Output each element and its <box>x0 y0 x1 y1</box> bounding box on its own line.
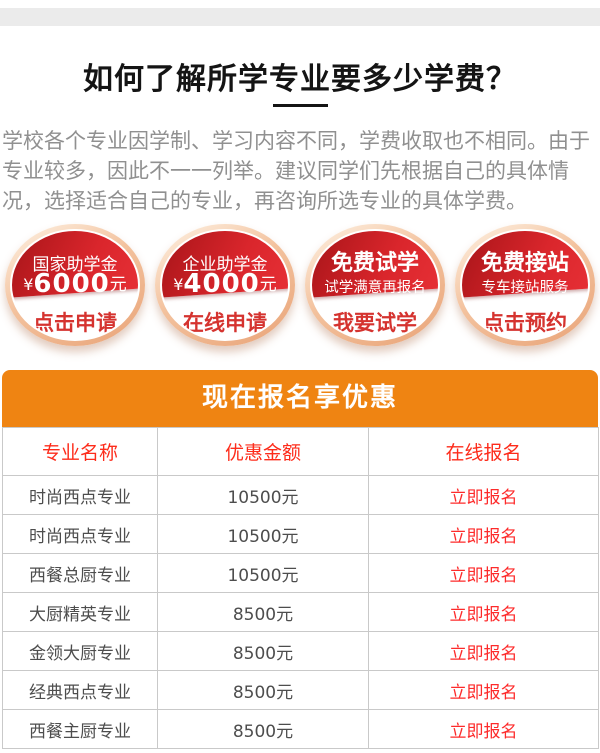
badge-subtitle: 试学满意再报名 <box>324 280 426 296</box>
badge-title: 免费接站 <box>480 251 569 276</box>
table-row: 时尚西点专业 10500元 立即报名 <box>2 475 599 515</box>
discount-cell: 8500元 <box>157 670 369 710</box>
badge-inner: 免费试学 试学满意再报名 我要试学 <box>310 229 440 341</box>
major-cell: 时尚西点专业 <box>2 475 158 515</box>
enroll-cell: 立即报名 <box>368 475 599 515</box>
reserve-link[interactable]: 点击预约 <box>483 311 567 335</box>
enroll-cell: 立即报名 <box>368 709 599 749</box>
badge-inner: 企业助学金 ¥4000元 在线申请 <box>160 229 290 341</box>
badge-amount: ¥6000元 <box>12 269 138 299</box>
title-underline <box>272 104 328 107</box>
badge-title: 国家助学金 <box>32 255 118 275</box>
major-cell: 西餐主厨专业 <box>2 709 158 749</box>
badge-subtitle: 专车接站服务 <box>481 280 569 296</box>
enroll-link[interactable]: 立即报名 <box>449 526 518 547</box>
table-row: 金领大厨专业 8500元 立即报名 <box>2 631 599 671</box>
discount-cell: 10500元 <box>157 475 369 515</box>
table-row: 西餐主厨专业 8500元 立即报名 <box>2 709 599 749</box>
enroll-cell: 立即报名 <box>368 514 599 554</box>
table-header-row: 专业名称 优惠金额 在线报名 <box>2 427 599 476</box>
discount-cell: 8500元 <box>157 709 369 749</box>
enroll-link[interactable]: 立即报名 <box>449 487 518 508</box>
amount-unit: 元 <box>109 275 127 295</box>
badge-title: 企业助学金 <box>182 255 268 275</box>
badge-title: 免费试学 <box>330 251 419 276</box>
promo-badges-row: 国家助学金 ¥6000元 点击申请 企业助学金 ¥4000元 在线申请 免费试学… <box>0 224 600 348</box>
discount-cell: 10500元 <box>157 553 369 593</box>
amount-value: 6000 <box>33 269 110 299</box>
major-cell: 西餐总厨专业 <box>2 553 158 593</box>
top-divider-bar <box>0 8 600 26</box>
enroll-link[interactable]: 立即报名 <box>449 565 518 586</box>
major-cell: 经典西点专业 <box>2 670 158 710</box>
badge-enterprise-grant[interactable]: 企业助学金 ¥4000元 在线申请 <box>155 224 295 346</box>
header-major: 专业名称 <box>2 427 158 476</box>
trial-link[interactable]: 我要试学 <box>333 311 417 335</box>
badge-inner: 免费接站 专车接站服务 点击预约 <box>460 229 590 341</box>
major-cell: 大厨精英专业 <box>2 592 158 632</box>
currency-symbol: ¥ <box>173 275 184 294</box>
header-discount: 优惠金额 <box>157 427 369 476</box>
badge-national-grant[interactable]: 国家助学金 ¥6000元 点击申请 <box>5 224 145 346</box>
amount-value: 4000 <box>183 269 260 299</box>
enroll-cell: 立即报名 <box>368 553 599 593</box>
table-row: 西餐总厨专业 10500元 立即报名 <box>2 553 599 593</box>
badge-free-pickup[interactable]: 免费接站 专车接站服务 点击预约 <box>455 224 595 346</box>
apply-online-link[interactable]: 在线申请 <box>183 311 267 335</box>
amount-unit: 元 <box>259 275 277 295</box>
table-row: 经典西点专业 8500元 立即报名 <box>2 670 599 710</box>
enroll-link[interactable]: 立即报名 <box>449 721 518 742</box>
promo-banner: 现在报名享优惠 <box>2 370 598 427</box>
table-row: 大厨精英专业 8500元 立即报名 <box>2 592 599 632</box>
discount-cell: 8500元 <box>157 631 369 671</box>
badge-inner: 国家助学金 ¥6000元 点击申请 <box>10 229 140 341</box>
page-title: 如何了解所学专业要多少学费？ <box>83 62 517 97</box>
table-row: 时尚西点专业 10500元 立即报名 <box>2 514 599 554</box>
enroll-link[interactable]: 立即报名 <box>449 643 518 664</box>
enroll-cell: 立即报名 <box>368 670 599 710</box>
header-enroll: 在线报名 <box>368 427 599 476</box>
discount-cell: 8500元 <box>157 592 369 632</box>
enroll-link[interactable]: 立即报名 <box>449 682 518 703</box>
discount-cell: 10500元 <box>157 514 369 554</box>
top-white-gap <box>0 0 600 8</box>
major-cell: 时尚西点专业 <box>2 514 158 554</box>
enroll-cell: 立即报名 <box>368 631 599 671</box>
fee-table: 专业名称 优惠金额 在线报名 时尚西点专业 10500元 立即报名 时尚西点专业… <box>2 427 599 749</box>
intro-paragraph: 学校各个专业因学制、学习内容不同，学费收取也不相同。由于专业较多，因此不一一列举… <box>2 129 590 213</box>
enroll-cell: 立即报名 <box>368 592 599 632</box>
apply-link[interactable]: 点击申请 <box>33 311 117 335</box>
enroll-link[interactable]: 立即报名 <box>449 604 518 625</box>
badge-amount: ¥4000元 <box>162 269 288 299</box>
badge-free-trial[interactable]: 免费试学 试学满意再报名 我要试学 <box>305 224 445 346</box>
major-cell: 金领大厨专业 <box>2 631 158 671</box>
currency-symbol: ¥ <box>23 275 34 294</box>
